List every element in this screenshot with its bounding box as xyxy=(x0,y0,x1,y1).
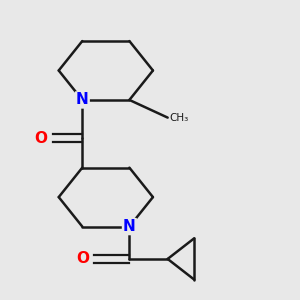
Text: O: O xyxy=(34,131,48,146)
Text: CH₃: CH₃ xyxy=(169,112,188,123)
Text: N: N xyxy=(76,92,89,107)
Text: N: N xyxy=(123,219,136,234)
Text: O: O xyxy=(76,251,89,266)
